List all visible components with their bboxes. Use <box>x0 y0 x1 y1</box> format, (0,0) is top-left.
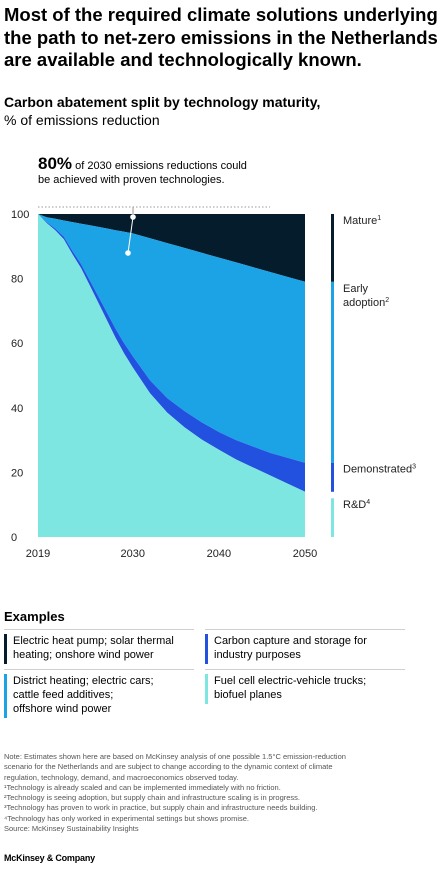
legend-label-mature: Mature1 <box>343 215 381 227</box>
x-tick-label: 2040 <box>207 548 231 560</box>
footnotes: Note: Estimates shown here are based on … <box>4 752 444 834</box>
chart-subtitle: Carbon abatement split by technology mat… <box>4 93 320 129</box>
y-tick-label: 20 <box>11 467 23 479</box>
separator <box>4 629 194 630</box>
y-tick-label: 40 <box>11 403 23 415</box>
callout-text-2: be achieved with proven technologies. <box>38 174 225 186</box>
example-mature-text: Electric heat pump; solar thermal heatin… <box>13 635 174 661</box>
headline: Most of the required climate solutions u… <box>4 4 438 70</box>
example-demonstrated-text: Carbon capture and storage for industry … <box>214 635 367 661</box>
example-demonstrated-swatch <box>205 634 208 664</box>
footnote-line: Note: Estimates shown here are based on … <box>4 752 346 761</box>
example-rnd-swatch <box>205 674 208 704</box>
callout-value: 80% <box>38 154 73 173</box>
footnote-line: scenario for the Netherlands and are sub… <box>4 762 333 772</box>
example-mature-swatch <box>4 634 7 664</box>
chart-subtitle-measure: Carbon abatement split by technology mat… <box>4 94 321 110</box>
example-mature: Electric heat pump; solar thermal heatin… <box>4 634 174 664</box>
y-tick-label: 100 <box>11 209 29 221</box>
x-tick-label: 2030 <box>120 548 144 560</box>
callout-pointer <box>127 216 134 254</box>
callout: 80% of 2030 emissions reductions could b… <box>38 154 247 187</box>
legend-swatch-mature <box>331 214 334 282</box>
footnote-line: ²Technology is seeing adoption, but supp… <box>4 793 301 803</box>
chart-subtitle-unit: % of emissions reduction <box>4 112 160 128</box>
example-early-adoption-text: District heating; electric cars; cattle … <box>13 675 154 715</box>
legend-swatch-early-adoption <box>331 281 334 463</box>
callout-marker <box>125 250 131 256</box>
footnote-line: ⁴Technology has only worked in experimen… <box>4 813 250 823</box>
legend-label-demonstrated: Demonstrated3 <box>343 464 416 476</box>
footnote-line: regulation, technology, demand, and macr… <box>4 772 239 782</box>
legend-label-rnd: R&D4 <box>343 499 370 511</box>
y-tick-label: 60 <box>11 338 23 350</box>
legend-label-early-adoption: Early adoption2 <box>343 283 389 309</box>
brand-logo: McKinsey & Company <box>4 853 95 863</box>
separator <box>205 629 405 630</box>
x-tick-label: 2019 <box>26 548 50 560</box>
x-tick-label: 2050 <box>293 548 317 560</box>
separator <box>4 669 194 670</box>
example-early-adoption-swatch <box>4 674 7 718</box>
example-rnd-text: Fuel cell electric-vehicle trucks; biofu… <box>214 675 367 701</box>
area-series-demonstrated <box>38 214 305 492</box>
footnote-source: Source: McKinsey Sustainability Insights <box>4 824 139 834</box>
callout-marker <box>130 214 136 220</box>
separator <box>205 669 405 670</box>
area-series-rnd <box>38 214 305 537</box>
callout-text-1: of 2030 emissions reductions could <box>75 160 247 172</box>
legend-swatch-rnd <box>331 498 334 537</box>
examples-title: Examples <box>4 609 65 624</box>
example-early-adoption: District heating; electric cars; cattle … <box>4 674 154 718</box>
example-rnd: Fuel cell electric-vehicle trucks; biofu… <box>205 674 366 704</box>
area-series-mature <box>38 214 305 282</box>
footnote-line: ¹Technology is already scaled and can be… <box>4 782 281 792</box>
example-demonstrated: Carbon capture and storage for industry … <box>205 634 367 664</box>
legend-swatch-demonstrated <box>331 462 334 492</box>
area-series-early-adoption <box>38 214 305 463</box>
y-tick-label: 0 <box>11 532 17 544</box>
y-tick-label: 80 <box>11 274 23 286</box>
footnote-line: ³Technology has proven to work in practi… <box>4 803 318 813</box>
